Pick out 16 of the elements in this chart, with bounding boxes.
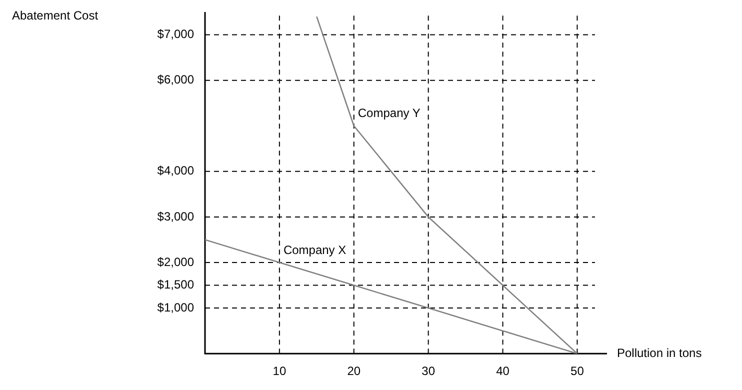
x-tick-label: 10: [272, 364, 286, 378]
y-tick-label: $3,000: [157, 209, 194, 224]
series-label: Company X: [283, 242, 346, 257]
x-tick-label: 50: [570, 364, 584, 378]
x-tick-label: 20: [347, 364, 361, 378]
y-axis-title: Abatement Cost: [12, 8, 99, 22]
x-axis-title: Pollution in tons: [617, 346, 702, 360]
y-tick-label: $7,000: [157, 27, 194, 42]
y-tick-label: $4,000: [157, 164, 194, 178]
x-tick-label: 40: [496, 364, 510, 378]
series-label: Company Y: [358, 106, 420, 120]
y-tick-label: $6,000: [157, 72, 194, 87]
x-tick-label: 30: [422, 364, 436, 378]
y-tick-label: $1,500: [157, 278, 194, 292]
y-tick-label: $1,000: [157, 300, 194, 314]
y-tick-label: $2,000: [157, 254, 194, 269]
